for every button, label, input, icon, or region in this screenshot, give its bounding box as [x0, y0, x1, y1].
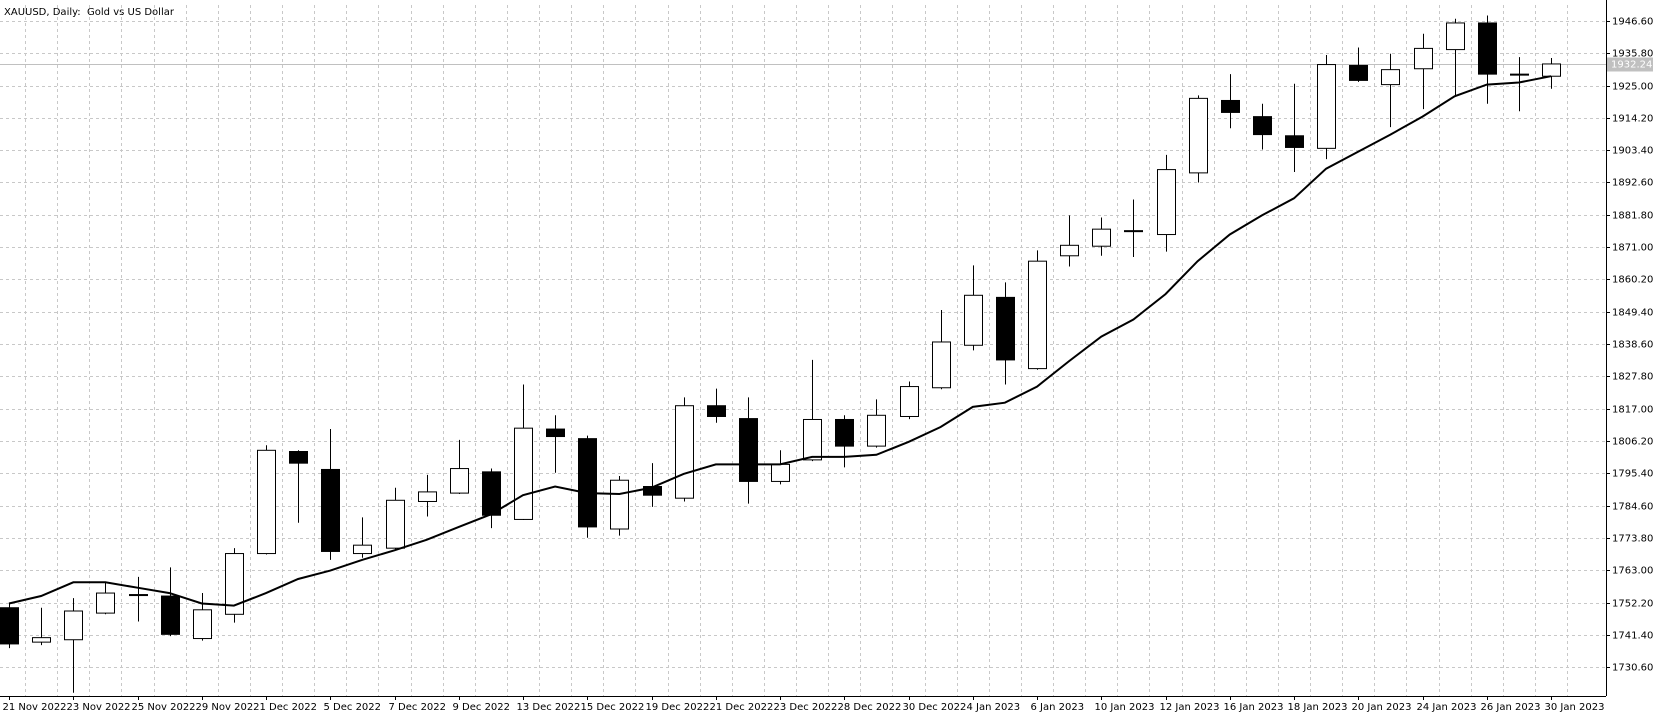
y-tick-label: 1763.00 — [1612, 566, 1653, 577]
candle-body — [1414, 47, 1433, 70]
y-tick-label: 1871.00 — [1612, 243, 1653, 254]
x-tick-label: 30 Dec 2022 — [903, 702, 967, 713]
candle-body — [257, 449, 276, 555]
candle-body — [996, 296, 1015, 361]
candle-body — [932, 341, 951, 389]
y-tick-label: 1914.20 — [1612, 114, 1653, 125]
candle-body — [546, 428, 565, 438]
y-tick-label: 1903.40 — [1612, 146, 1653, 157]
last-price-label: 1932.24 — [1611, 60, 1652, 71]
x-tick-label: 20 Jan 2023 — [1352, 702, 1412, 713]
candle-body — [1446, 22, 1465, 51]
y-tick-label: 1925.00 — [1612, 82, 1653, 93]
candle-body — [514, 427, 533, 520]
candle-body — [1060, 244, 1079, 257]
x-tick-label: 12 Jan 2023 — [1160, 702, 1220, 713]
candle-body — [1157, 169, 1176, 236]
candle-body — [803, 418, 822, 461]
y-tick-label: 1817.00 — [1612, 405, 1653, 416]
candle-body — [482, 471, 501, 516]
y-tick-label: 1730.60 — [1612, 663, 1653, 674]
candle-body — [610, 479, 629, 530]
candle-body — [0, 607, 19, 645]
candle-body — [867, 414, 886, 447]
candle-body — [578, 438, 597, 528]
y-tick-label: 1806.20 — [1612, 437, 1653, 448]
y-tick-label: 1752.20 — [1612, 599, 1653, 610]
x-tick-label: 21 Nov 2022 — [3, 702, 67, 713]
y-tick-label: 1784.60 — [1612, 502, 1653, 513]
candle-body — [900, 386, 919, 417]
x-tick-label: 29 Nov 2022 — [196, 702, 260, 713]
x-tick-label: 23 Nov 2022 — [67, 702, 131, 713]
y-tick-label: 1881.80 — [1612, 211, 1653, 222]
last-price-box — [1607, 57, 1653, 72]
x-tick-label: 15 Dec 2022 — [581, 702, 645, 713]
candle-body — [289, 451, 308, 464]
y-tick-label: 1827.80 — [1612, 372, 1653, 383]
candle-body — [1542, 63, 1561, 77]
y-tick-label: 1935.80 — [1612, 49, 1653, 60]
x-tick-label: 18 Jan 2023 — [1288, 702, 1348, 713]
candle-body — [1349, 64, 1368, 81]
x-tick-label: 10 Jan 2023 — [1095, 702, 1155, 713]
candle-body — [1092, 228, 1111, 247]
candle-body — [1510, 73, 1529, 76]
y-tick-label: 1849.40 — [1612, 308, 1653, 319]
candle-body — [353, 544, 372, 555]
candle-body — [1189, 97, 1208, 174]
y-tick-label: 1795.40 — [1612, 469, 1653, 480]
candle-body — [321, 468, 340, 552]
candle-body — [1478, 22, 1497, 75]
candle-body — [1317, 64, 1336, 149]
x-tick-label: 24 Jan 2023 — [1417, 702, 1477, 713]
x-tick-label: 9 Dec 2022 — [453, 702, 511, 713]
y-tick-label: 1773.80 — [1612, 534, 1653, 545]
candle-body — [96, 592, 115, 614]
x-tick-label: 1 Dec 2022 — [260, 702, 318, 713]
candle-body — [1285, 135, 1304, 148]
candle-body — [1253, 116, 1272, 136]
x-tick-label: 30 Jan 2023 — [1545, 702, 1605, 713]
candle-body — [739, 418, 758, 482]
candle-body — [964, 294, 983, 346]
candle-body — [161, 595, 180, 635]
x-tick-label: 13 Dec 2022 — [517, 702, 581, 713]
y-tick-label: 1741.40 — [1612, 631, 1653, 642]
candle-body — [1124, 230, 1143, 233]
moving-average-line — [8, 75, 1552, 607]
candle-body — [835, 418, 854, 447]
candle-body — [450, 468, 469, 494]
y-tick-label: 1860.20 — [1612, 275, 1653, 286]
x-tick-label: 16 Jan 2023 — [1224, 702, 1284, 713]
candle-body — [1381, 69, 1400, 86]
candle-body — [64, 610, 83, 641]
candle-body — [32, 637, 51, 643]
x-tick-label: 19 Dec 2022 — [646, 702, 710, 713]
candle-body — [386, 499, 405, 549]
y-tick-label: 1946.60 — [1612, 17, 1653, 28]
x-tick-label: 23 Dec 2022 — [774, 702, 838, 713]
y-tick-label: 1892.60 — [1612, 178, 1653, 189]
x-tick-label: 21 Dec 2022 — [710, 702, 774, 713]
candle-body — [193, 609, 212, 640]
x-tick-label: 28 Dec 2022 — [838, 702, 902, 713]
candle-body — [129, 594, 148, 597]
candle-body — [707, 405, 726, 417]
x-tick-label: 5 Dec 2022 — [324, 702, 382, 713]
x-tick-label: 7 Dec 2022 — [389, 702, 447, 713]
candle-body — [1221, 99, 1240, 113]
x-tick-label: 25 Nov 2022 — [132, 702, 196, 713]
candle-body — [1028, 260, 1047, 370]
y-tick-label: 1838.60 — [1612, 340, 1653, 351]
candle-body — [771, 463, 790, 482]
candle-body — [418, 491, 437, 502]
x-tick-label: 26 Jan 2023 — [1481, 702, 1541, 713]
candle-body — [675, 405, 694, 499]
candle-body — [225, 553, 244, 615]
x-tick-label: 4 Jan 2023 — [967, 702, 1021, 713]
x-tick-label: 6 Jan 2023 — [1031, 702, 1085, 713]
